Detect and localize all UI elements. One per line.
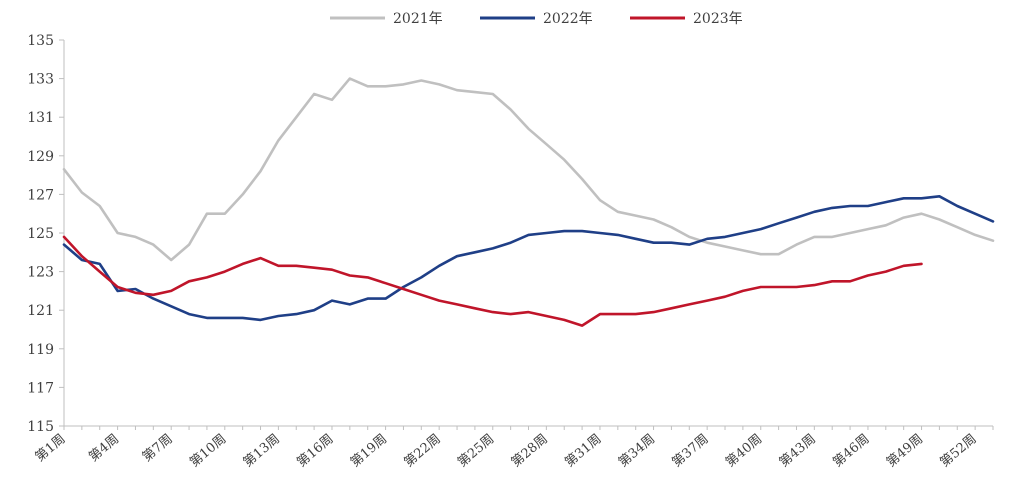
legend: 2021年 2022年 2023年 xyxy=(330,11,743,27)
y-tick-label: 127 xyxy=(27,187,54,203)
x-tick-label: 第7周 xyxy=(140,432,176,466)
y-tick-label: 117 xyxy=(27,380,54,396)
legend-item: 2021年 xyxy=(330,11,443,27)
y-axis: 115 117 119 121 123 125 127 129 131 133 135 xyxy=(27,33,65,435)
legend-label: 2021年 xyxy=(393,11,443,27)
x-tick-label: 第37周 xyxy=(669,432,711,471)
y-tick-label: 129 xyxy=(27,149,54,165)
legend-item: 2022年 xyxy=(480,11,593,27)
x-tick-label: 第43周 xyxy=(777,432,819,471)
y-tick-label: 119 xyxy=(27,342,54,358)
x-tick-label: 第16周 xyxy=(294,432,336,471)
x-tick-label: 第1周 xyxy=(33,432,69,466)
x-tick-label: 第10周 xyxy=(187,432,229,471)
x-tick-label: 第25周 xyxy=(455,432,497,471)
x-tick-label: 第31周 xyxy=(562,432,604,471)
x-tick-label: 第52周 xyxy=(937,432,979,471)
y-tick-label: 133 xyxy=(27,72,54,88)
x-tick-label: 第19周 xyxy=(348,432,390,471)
x-tick-label: 第49周 xyxy=(884,432,926,471)
x-tick-label: 第4周 xyxy=(86,432,122,466)
y-tick-label: 125 xyxy=(27,226,54,242)
x-tick-label: 第22周 xyxy=(402,432,444,471)
series-line-2022年 xyxy=(62,195,995,322)
series-layer xyxy=(62,77,995,327)
legend-label: 2023年 xyxy=(693,11,743,27)
y-tick-label: 135 xyxy=(27,33,54,49)
legend-item: 2023年 xyxy=(630,11,743,27)
series-line-2023年 xyxy=(62,235,923,327)
x-tick-label: 第46周 xyxy=(830,432,872,471)
y-tick-label: 123 xyxy=(27,265,54,281)
x-axis: 第1周 第4周 第7周 第10周 第13周 第16周 第19周 第22周 第25周 第28周 第31… xyxy=(33,425,994,471)
y-tick-label: 131 xyxy=(27,110,54,126)
x-tick-label: 第34周 xyxy=(616,432,658,471)
legend-label: 2022年 xyxy=(543,11,593,27)
series-line-2021年 xyxy=(62,77,995,262)
x-tick-label: 第28周 xyxy=(509,432,551,471)
x-tick-label: 第13周 xyxy=(241,432,283,471)
y-tick-label: 121 xyxy=(27,303,54,319)
y-tick-label: 115 xyxy=(27,419,54,435)
x-tick-label: 第40周 xyxy=(723,432,765,471)
